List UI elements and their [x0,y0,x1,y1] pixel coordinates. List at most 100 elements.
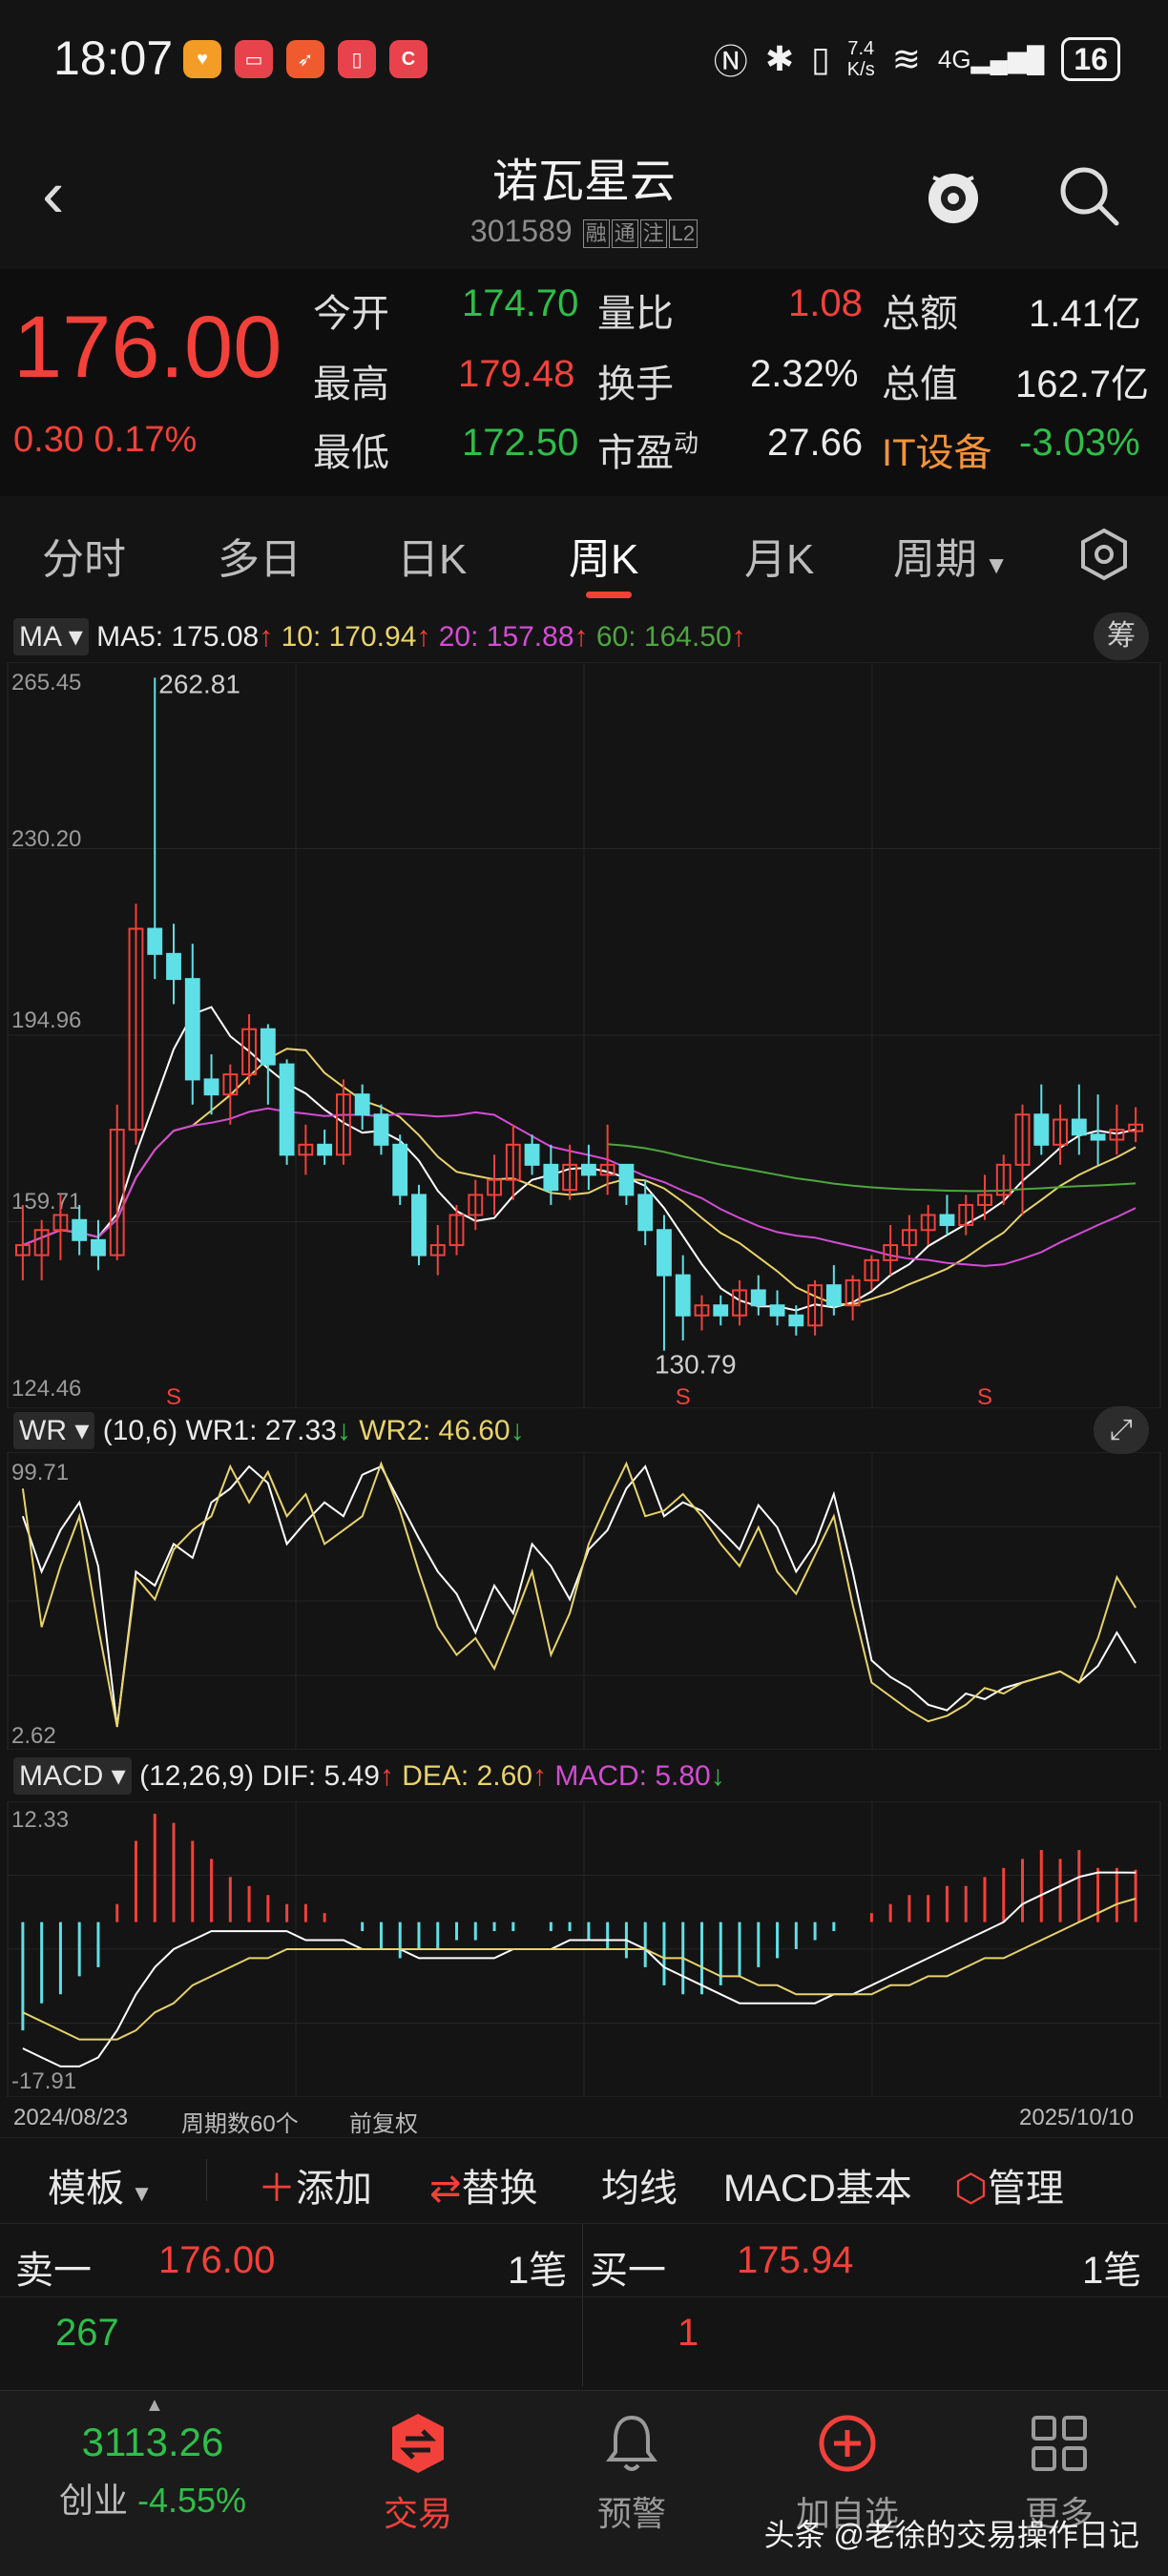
battery-indicator: 16 [1061,37,1120,81]
add-circle-icon [819,2415,876,2472]
macd-axis-tick: 12.33 [11,1807,70,1833]
turnover-rate-label: 换手 [597,364,674,405]
owl-assistant-icon[interactable] [920,162,987,229]
candle-body [505,1143,521,1181]
ma-selector[interactable]: MA ▾ [13,618,89,655]
candle-body [448,1214,465,1247]
buy1-price[interactable]: 175.94 [737,2239,854,2281]
turnover-rate-value: 2.32% [750,353,859,395]
chart-area[interactable]: MA ▾ MA5: 175.08↑ 10: 170.94↑ 20: 157.88… [0,603,1168,2137]
candle-body [657,1229,672,1277]
nav-add-watchlist[interactable]: 加自选 [781,2410,914,2536]
index-info: 创业 -4.55% [58,2481,247,2520]
sell1-price[interactable]: 176.00 [158,2239,276,2281]
nav-more[interactable]: 更多 [992,2410,1126,2536]
ma5-value: MA5: 175.08 [96,621,260,653]
nfc-icon: Ⓝ [713,42,748,81]
current-price: 176.00 [13,299,282,396]
sell1-orders: 1笔 [508,2250,568,2292]
tab-multi-day[interactable]: 多日 [218,536,302,583]
signal-icon: 4G▂▄▆█ [937,44,1045,73]
app-notification-icon: ➶ [286,40,324,78]
candle-body [279,1063,295,1156]
wr1-value: (10,6) WR1: 27.33 [102,1415,337,1446]
macd-basic-button[interactable]: MACD基本 [723,2168,912,2210]
candle-body [468,1194,484,1216]
candle-body [184,978,200,1081]
volume-ratio-label: 量比 [597,293,674,335]
template-button[interactable]: 模板 ▼ [48,2168,154,2210]
index-widget[interactable]: 3113.26 创业 -4.55% [57,2420,248,2523]
tab-weekly-k[interactable]: 周K [569,536,639,583]
wifi-icon: ≋ [891,39,921,78]
macd-selector[interactable]: MACD ▾ [13,1757,132,1795]
wr2-value: WR2: 46.60 [359,1415,511,1446]
open-label: 今开 [313,293,389,335]
candle-body [72,1218,88,1241]
level2-tag: L2 [668,218,699,248]
candle-body [1033,1113,1050,1146]
chip-distribution-button[interactable]: 筹 [1094,613,1149,660]
candle-body [825,1284,842,1307]
candle-body [920,1214,936,1232]
tab-monthly-k[interactable]: 月K [744,536,815,583]
index-value: 3113.26 [81,2420,224,2464]
nav-trade[interactable]: 交易 [351,2410,485,2536]
chevron-down-icon: ▼ [977,551,1009,579]
candle-body [392,1143,408,1196]
manage-button[interactable]: ⬡管理 [954,2168,1064,2210]
candle-body [1090,1133,1106,1141]
candle-body [995,1163,1012,1196]
candle-body [1071,1118,1087,1136]
candle-body [732,1289,747,1317]
candlestick-chart[interactable]: 262.81 130.79 S S S [0,662,1168,1408]
candle-body [637,1194,654,1232]
tab-daily-k[interactable]: 日K [397,536,468,583]
active-tab-underline [586,592,632,598]
candle-body [524,1143,540,1166]
macd-value: MACD: 5.80 [554,1760,711,1792]
market-cap-label: 总值 [882,364,958,405]
candle-body [864,1258,880,1281]
swap-icon: ⇄ [429,2168,462,2210]
chevron-down-icon: ▼ [124,2181,154,2207]
macd-indicator-row: MACD ▾ (12,26,9) DIF: 5.49↑ DEA: 2.60↑ M… [13,1757,725,1795]
tab-intraday[interactable]: 分时 [42,536,126,583]
open-value: 174.70 [462,282,579,324]
sell-signal-mark: S [166,1384,181,1408]
status-bar: 18:07 ♥ ▭ ➶ ▯ C Ⓝ ✱ ▯ 7.4 K/s ≋ 4G▂▄▆█ 1… [0,0,1168,114]
turnover-amount-label: 总额 [882,293,958,335]
wr-axis-tick: 2.62 [11,1723,56,1749]
bell-icon [606,2415,657,2471]
macd-chart[interactable] [0,1801,1168,2097]
tab-period[interactable]: 周期 ▼ [893,536,1009,583]
wr-selector[interactable]: WR ▾ [13,1412,95,1449]
low-label: 最低 [313,432,389,474]
notification-icons: ♥ ▭ ➶ ▯ C [183,40,428,78]
order-book-line [0,2296,1168,2297]
ma-settings-button[interactable]: 均线 [601,2168,678,2210]
ma5-line [22,1006,1137,1312]
end-date: 2025/10/10 [1019,2105,1135,2130]
expand-icon[interactable]: ⤢ [1094,1406,1149,1454]
candle-body [939,1214,955,1227]
wr-chart[interactable] [0,1452,1168,1750]
ma20-value: 20: 157.88 [438,621,574,653]
back-icon[interactable]: ‹ [42,156,65,231]
search-icon[interactable] [1055,162,1122,229]
stock-code-row: 301589 融通注 L2 [0,214,1168,249]
sector-label[interactable]: IT设备 [882,432,992,474]
candle-body [411,1194,427,1257]
candle-body [317,1143,333,1156]
order-book-divider [582,2224,583,2386]
adjust-mode[interactable]: 前复权 [349,2111,418,2137]
replace-indicator-button[interactable]: ⇄替换 [429,2168,538,2210]
candle-body [769,1304,785,1317]
nav-alert[interactable]: 预警 [565,2410,699,2536]
chevron-up-icon[interactable]: ▲ [145,2395,164,2416]
settings-hexagon-icon[interactable] [1076,527,1132,582]
system-icons: Ⓝ ✱ ▯ 7.4 K/s ≋ 4G▂▄▆█ 16 [714,34,1120,84]
low-value: 172.50 [462,422,579,464]
candle-body [147,927,163,955]
add-indicator-button[interactable]: ＋添加 [258,2168,372,2210]
